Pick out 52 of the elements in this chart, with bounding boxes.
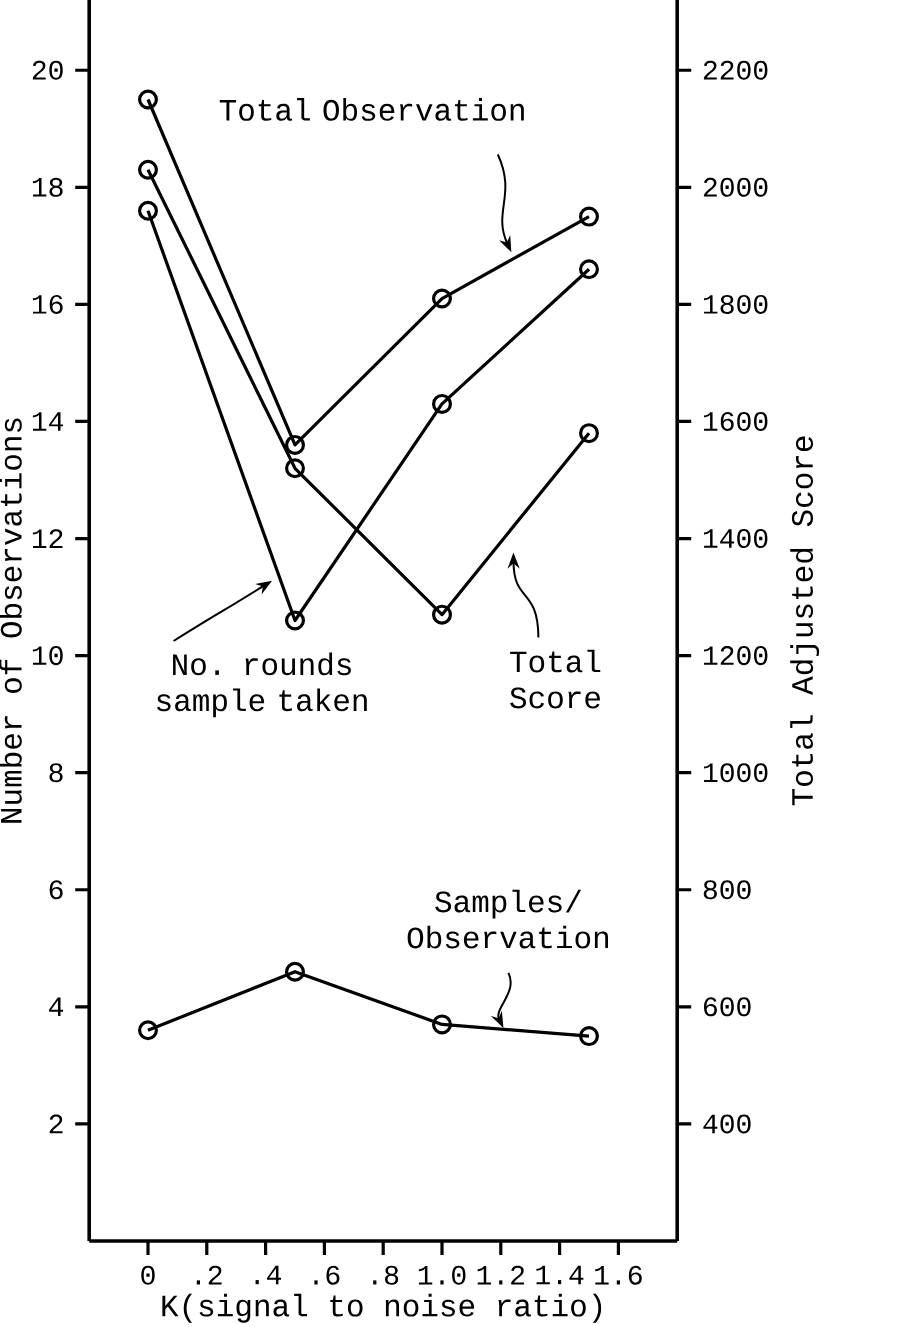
point: [431, 393, 452, 414]
x-axis-title: K(signal to noise ratio): [162, 1293, 602, 1323]
point: [138, 200, 158, 221]
point: [285, 458, 305, 479]
x-tick-label: .4: [255, 1265, 281, 1285]
point: [432, 604, 452, 625]
x-tick-label: .8: [373, 1265, 399, 1285]
y-tick-label: 8: [49, 763, 63, 783]
y-axis-title: Number of Observations: [0, 418, 22, 823]
y-tick-label: 6: [49, 880, 63, 900]
point: [579, 423, 599, 444]
y2-tick-label: 1400: [703, 529, 768, 549]
series-label: Samples/ Observation: [407, 889, 608, 949]
x-tick-label: 1.0: [418, 1265, 466, 1285]
y-tick-label: 14: [32, 412, 64, 431]
point: [579, 259, 599, 280]
point: [285, 610, 305, 631]
y-tick-label: 20: [32, 60, 63, 80]
y-tick-label: 2: [49, 1114, 63, 1134]
y-tick-label: 12: [32, 529, 63, 548]
x-tick-label: .2: [196, 1265, 222, 1285]
point: [579, 1026, 599, 1047]
point: [431, 288, 452, 309]
point: [138, 159, 158, 180]
y2-tick-label: 800: [703, 880, 751, 900]
y-tick-label: 16: [32, 294, 63, 314]
point: [285, 961, 305, 982]
point: [579, 206, 599, 227]
y-tick-label: 4: [49, 997, 64, 1017]
point: [431, 1014, 452, 1035]
point: [285, 434, 305, 455]
legend-label: No. rounds sample taken: [157, 652, 367, 718]
x-tick-label: 0: [141, 1265, 155, 1285]
y-tick-label: 18: [32, 177, 63, 197]
y2-tick-label: 2200: [703, 60, 768, 80]
y2-tick-label: 1000: [703, 763, 768, 783]
x-tick-label: 1.6: [595, 1265, 642, 1285]
y2-tick-label: 1800: [703, 294, 768, 314]
x-tick-label: .6: [314, 1265, 340, 1285]
y-tick-label: 10: [32, 646, 63, 666]
y2-tick-label: 2000: [703, 177, 768, 197]
y2-tick-label: 1200: [703, 646, 768, 666]
point: [138, 1020, 158, 1041]
y2-axis-title: Total Adjusted Score: [790, 436, 820, 806]
y2-tick-label: 1600: [703, 411, 768, 431]
x-tick-label: 1.2: [477, 1265, 525, 1285]
y2-tick-label: 400: [703, 1114, 751, 1134]
y2-tick-label: 600: [704, 997, 751, 1017]
series-label: Total Observation: [219, 98, 524, 121]
point: [138, 89, 158, 110]
text: Total Score: [510, 649, 601, 709]
x-tick-label: 1.4: [536, 1265, 584, 1285]
